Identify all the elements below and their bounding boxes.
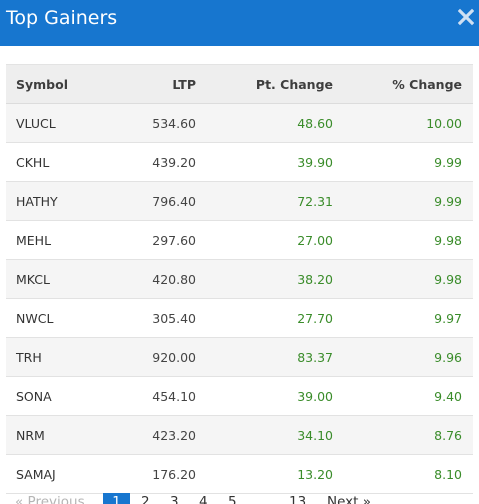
pagination: « Previous 1 2 3 4 5 ... 13 Next »: [0, 493, 479, 504]
page-link-1[interactable]: 1: [103, 493, 130, 504]
page-link-3[interactable]: 3: [170, 494, 179, 504]
symbol-cell: NWCL: [16, 310, 54, 326]
symbol-cell: SONA: [16, 388, 52, 404]
table-row: NRM 423.20 34.10 8.76: [6, 416, 473, 455]
ltp-cell: 297.60: [152, 232, 196, 248]
next-page-link[interactable]: Next »: [327, 494, 372, 504]
pt-change-cell: 48.60: [297, 115, 333, 131]
pt-change-cell: 34.10: [297, 427, 333, 443]
table-row: MKCL 420.80 38.20 9.98: [6, 260, 473, 299]
symbol-cell: MKCL: [16, 271, 50, 287]
ltp-cell: 439.20: [152, 154, 196, 170]
ltp-cell: 305.40: [152, 310, 196, 326]
pt-change-cell: 38.20: [297, 271, 333, 287]
title-bar: Top Gainers: [0, 0, 479, 46]
symbol-cell: VLUCL: [16, 115, 56, 131]
close-icon[interactable]: [458, 8, 474, 26]
ltp-cell: 796.40: [152, 193, 196, 209]
table-row: SAMAJ 176.20 13.20 8.10: [6, 455, 473, 494]
page-link-2[interactable]: 2: [141, 494, 150, 504]
ltp-cell: 423.20: [152, 427, 196, 443]
symbol-cell: NRM: [16, 427, 45, 443]
pt-change-cell: 72.31: [297, 193, 333, 209]
pt-change-cell: 27.70: [297, 310, 333, 326]
table-header: Symbol LTP Pt. Change % Change: [6, 65, 473, 104]
pct-change-cell: 9.99: [434, 154, 462, 170]
pct-change-cell: 10.00: [426, 115, 462, 131]
pct-change-cell: 8.76: [434, 427, 462, 443]
ltp-cell: 420.80: [152, 271, 196, 287]
table-row: NWCL 305.40 27.70 9.97: [6, 299, 473, 338]
pct-change-cell: 9.98: [434, 271, 462, 287]
header-pt-change[interactable]: Pt. Change: [255, 76, 333, 92]
pct-change-cell: 8.10: [434, 466, 462, 482]
table-row: SONA 454.10 39.00 9.40: [6, 377, 473, 416]
symbol-cell: HATHY: [16, 193, 58, 209]
ltp-cell: 534.60: [152, 115, 196, 131]
table-row: VLUCL 534.60 48.60 10.00: [6, 104, 473, 143]
pct-change-cell: 9.40: [434, 388, 462, 404]
pagination-ellipsis: ...: [256, 494, 269, 504]
page-link-5[interactable]: 5: [228, 494, 237, 504]
header-symbol[interactable]: Symbol: [16, 76, 68, 92]
pt-change-cell: 39.00: [297, 388, 333, 404]
pct-change-cell: 9.96: [434, 349, 462, 365]
table-row: CKHL 439.20 39.90 9.99: [6, 143, 473, 182]
pt-change-cell: 13.20: [297, 466, 333, 482]
symbol-cell: TRH: [16, 349, 42, 365]
ltp-cell: 920.00: [152, 349, 196, 365]
symbol-cell: MEHL: [16, 232, 52, 248]
table-row: MEHL 297.60 27.00 9.98: [6, 221, 473, 260]
page-link-13[interactable]: 13: [289, 494, 307, 504]
ltp-cell: 176.20: [152, 466, 196, 482]
ltp-cell: 454.10: [152, 388, 196, 404]
header-pct-change[interactable]: % Change: [392, 76, 462, 92]
gainers-table: Symbol LTP Pt. Change % Change VLUCL 534…: [6, 64, 473, 494]
pt-change-cell: 83.37: [297, 349, 333, 365]
pct-change-cell: 9.98: [434, 232, 462, 248]
symbol-cell: SAMAJ: [16, 466, 56, 482]
pct-change-cell: 9.99: [434, 193, 462, 209]
window-title: Top Gainers: [6, 7, 118, 29]
symbol-cell: CKHL: [16, 154, 50, 170]
previous-page-link[interactable]: « Previous: [15, 494, 85, 504]
pt-change-cell: 39.90: [297, 154, 333, 170]
pt-change-cell: 27.00: [297, 232, 333, 248]
table-row: HATHY 796.40 72.31 9.99: [6, 182, 473, 221]
table-row: TRH 920.00 83.37 9.96: [6, 338, 473, 377]
pct-change-cell: 9.97: [434, 310, 462, 326]
header-ltp[interactable]: LTP: [172, 76, 196, 92]
page-link-4[interactable]: 4: [199, 494, 208, 504]
